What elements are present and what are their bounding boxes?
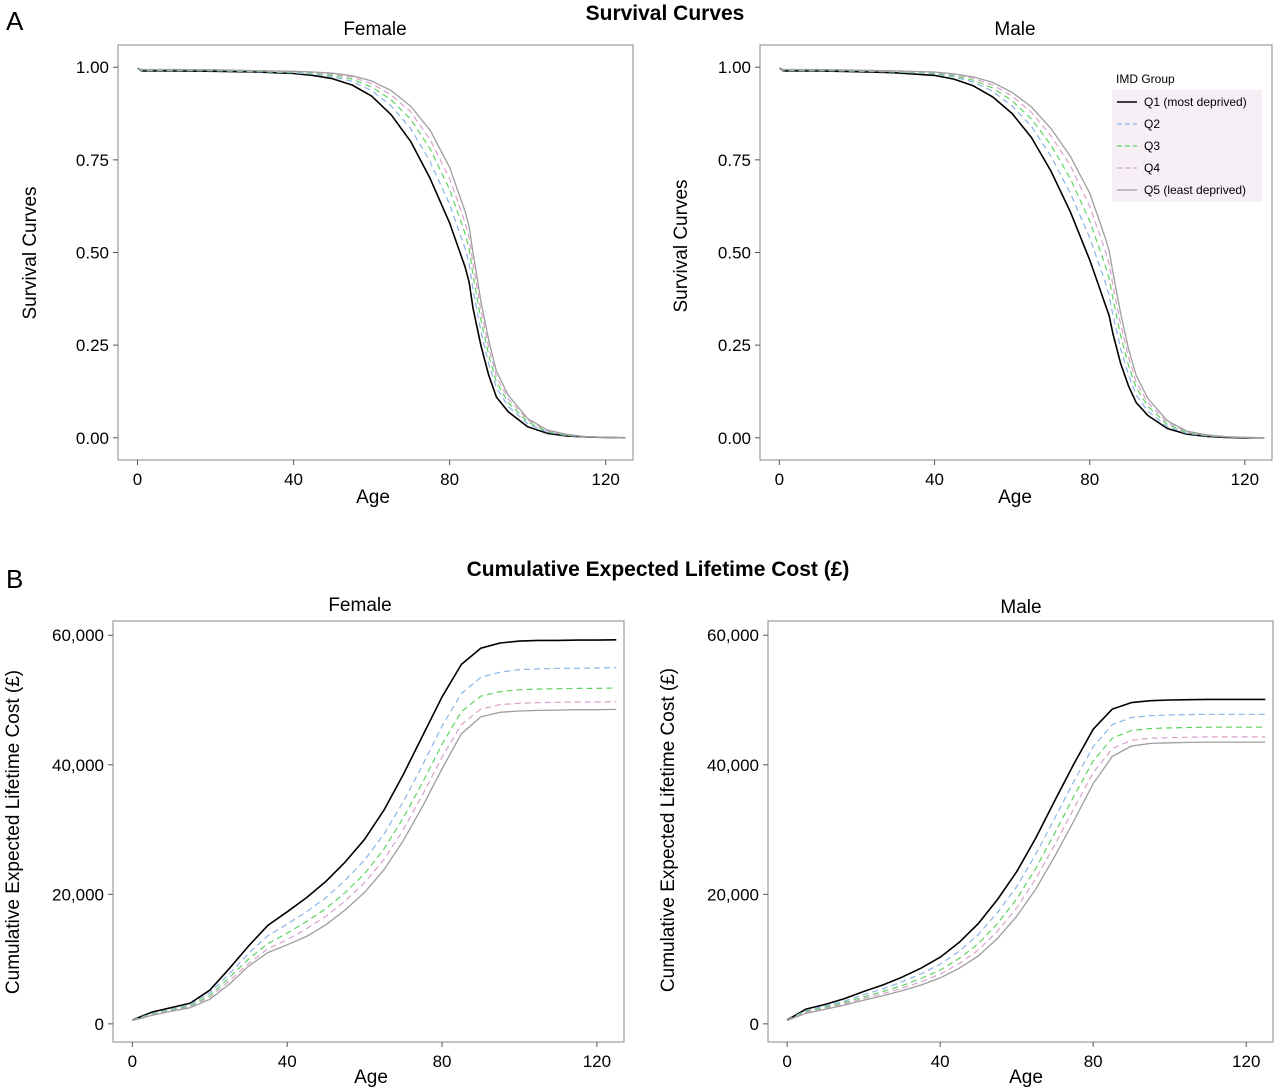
x-tick-label: 80	[440, 470, 459, 489]
legend-label: Q2	[1144, 117, 1160, 131]
legend-item-q5: Q5 (least deprived)	[1117, 183, 1246, 197]
panel-a-title: Survival Curves	[586, 2, 745, 25]
series-line-q1	[786, 698, 1266, 1021]
series-line-q5	[132, 708, 617, 1022]
x-tick-label: 120	[1231, 470, 1259, 489]
legend-label: Q3	[1144, 139, 1160, 153]
legend-item-q4: Q4	[1117, 161, 1160, 175]
series-line-q4	[786, 736, 1266, 1021]
x-tick-label: 120	[1232, 1052, 1260, 1071]
series-line-q2	[132, 667, 617, 1021]
y-tick-label: 0.25	[718, 336, 751, 355]
female-survival-subtitle: Female	[343, 19, 406, 40]
male-cost-ylabel: Cumulative Expected Lifetime Cost (£)	[658, 668, 679, 992]
panel-a-letter: A	[6, 6, 24, 36]
female-survival-plot: 0 40 80 120 0.00 0.25 0.50 0.75 1.00	[76, 44, 634, 489]
series-line-q3	[132, 687, 617, 1021]
female-cost-plot: 0 40 80 120 0 20,000 40,000 60,000	[52, 620, 625, 1071]
panel-b-title: Cumulative Expected Lifetime Cost (£)	[467, 558, 850, 581]
y-tick-label: 0.50	[76, 244, 109, 263]
panel-b-letter: B	[6, 564, 23, 594]
male-cost-xlabel: Age	[1009, 1067, 1043, 1088]
legend-item-q1: Q1 (most deprived)	[1117, 95, 1247, 109]
y-tick-label: 40,000	[52, 756, 104, 775]
male-survival-ylabel: Survival Curves	[671, 179, 692, 312]
female-survival-xlabel: Age	[356, 487, 390, 508]
y-tick-label: 0.00	[76, 429, 109, 448]
y-tick-label: 0	[750, 1015, 759, 1034]
y-tick-label: 0.75	[76, 151, 109, 170]
x-tick-label: 0	[133, 470, 142, 489]
y-tick-label: 60,000	[707, 626, 759, 645]
y-tick-label: 1.00	[76, 58, 109, 77]
x-tick-label: 40	[931, 1052, 950, 1071]
series-line-q4	[132, 701, 617, 1022]
y-tick-label: 1.00	[718, 58, 751, 77]
male-cost-plot: 0 40 80 120 0 20,000 40,000 60,000	[707, 620, 1274, 1071]
series-line-q3	[779, 67, 1265, 439]
male-survival-xlabel: Age	[998, 487, 1032, 508]
legend-label: Q5 (least deprived)	[1144, 183, 1246, 197]
male-cost-subtitle: Male	[1000, 597, 1041, 618]
series-line-q5	[779, 67, 1265, 439]
y-tick-label: 20,000	[707, 885, 759, 904]
series-line-q1	[137, 67, 626, 439]
series-line-q2	[786, 713, 1266, 1021]
x-tick-label: 0	[128, 1052, 137, 1071]
plot-frame	[112, 620, 625, 1043]
female-cost-xlabel: Age	[354, 1067, 388, 1088]
y-tick-label: 0	[95, 1015, 104, 1034]
x-tick-label: 0	[775, 470, 784, 489]
plot-frame	[767, 620, 1274, 1043]
series-line-q5	[786, 741, 1266, 1022]
x-tick-label: 80	[433, 1052, 452, 1071]
female-cost-subtitle: Female	[328, 595, 391, 616]
x-tick-label: 80	[1080, 470, 1099, 489]
legend-label: Q4	[1144, 161, 1160, 175]
x-tick-label: 120	[583, 1052, 611, 1071]
series-line-q1	[778, 67, 1265, 439]
series-line-q1	[132, 639, 617, 1021]
y-tick-label: 40,000	[707, 756, 759, 775]
y-tick-label: 0.00	[718, 429, 751, 448]
x-tick-label: 40	[284, 470, 303, 489]
series-line-q5	[137, 67, 626, 439]
y-tick-label: 0.50	[718, 244, 751, 263]
male-survival-subtitle: Male	[994, 19, 1035, 40]
x-tick-label: 40	[925, 470, 944, 489]
series-line-q2	[779, 67, 1265, 439]
y-tick-label: 0.25	[76, 336, 109, 355]
x-tick-label: 80	[1084, 1052, 1103, 1071]
x-tick-label: 0	[782, 1052, 791, 1071]
legend-item-q2: Q2	[1117, 117, 1160, 131]
legend-title: IMD Group	[1116, 72, 1175, 86]
y-tick-label: 60,000	[52, 626, 104, 645]
series-line-q4	[779, 67, 1265, 439]
y-tick-label: 20,000	[52, 885, 104, 904]
series-line-q4	[137, 67, 626, 439]
x-tick-label: 120	[592, 470, 620, 489]
female-survival-ylabel: Survival Curves	[20, 186, 41, 319]
series-line-q3	[786, 726, 1266, 1021]
plot-frame	[117, 44, 634, 461]
female-cost-ylabel: Cumulative Expected Lifetime Cost (£)	[3, 670, 24, 994]
x-tick-label: 40	[278, 1052, 297, 1071]
legend-label: Q1 (most deprived)	[1144, 95, 1247, 109]
imd-legend: IMD Group Q1 (most deprived) Q2 Q3 Q4 Q5 (le…	[1112, 72, 1262, 202]
legend-items: Q1 (most deprived) Q2 Q3 Q4 Q5 (least depriv…	[1117, 95, 1247, 197]
y-tick-label: 0.75	[718, 151, 751, 170]
legend-item-q3: Q3	[1117, 139, 1160, 153]
